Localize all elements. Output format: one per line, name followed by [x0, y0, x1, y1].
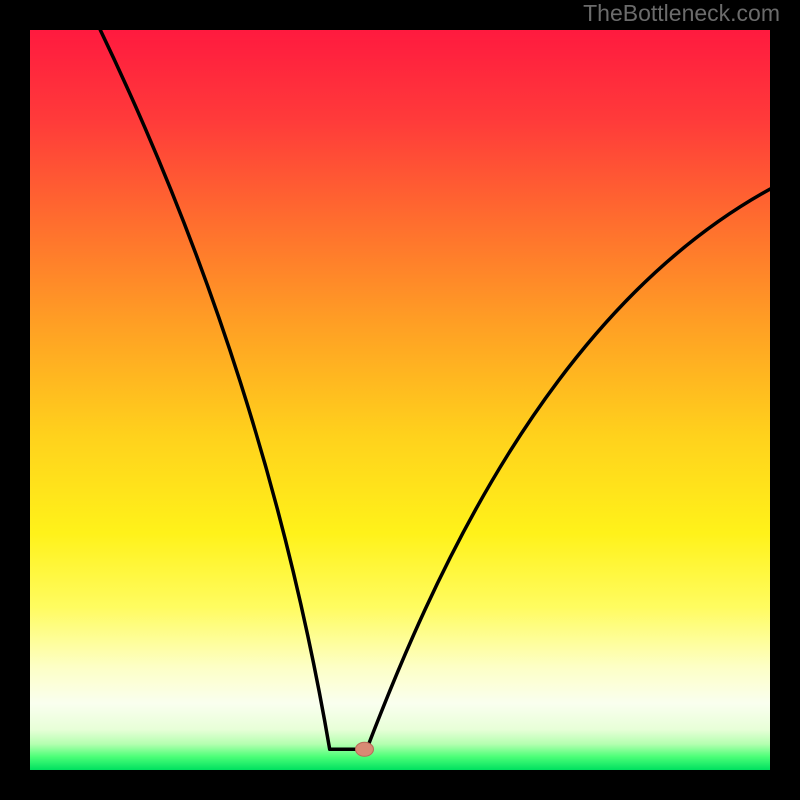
watermark-label: TheBottleneck.com: [583, 0, 780, 27]
chart-container: TheBottleneck.com: [0, 0, 800, 800]
current-point-marker: [355, 742, 373, 756]
bottleneck-chart: [0, 0, 800, 800]
chart-plot-background: [30, 30, 770, 770]
